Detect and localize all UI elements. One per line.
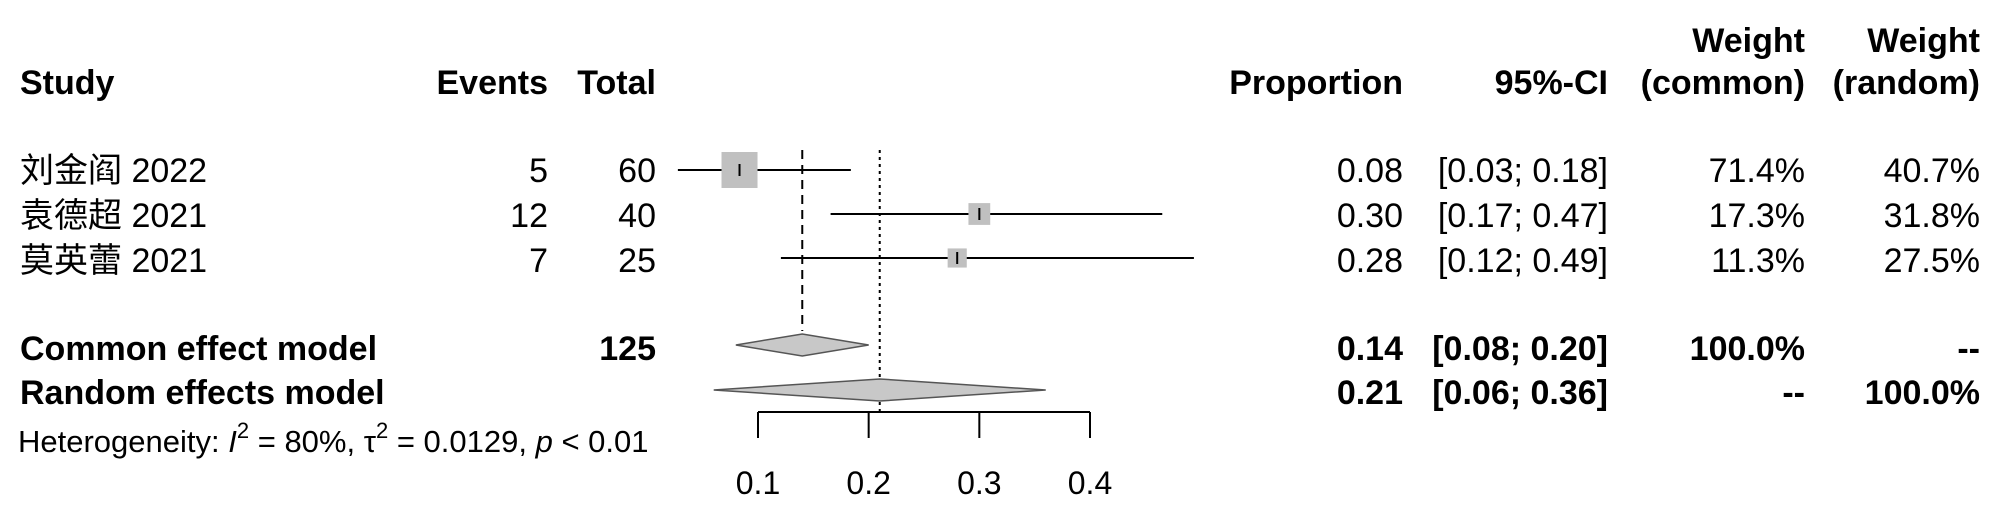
study-total: 40 <box>618 197 656 235</box>
i2-superscript: 2 <box>237 418 249 443</box>
study-total: 25 <box>618 242 656 280</box>
p-symbol: p <box>535 424 553 459</box>
study-proportion: 0.28 <box>1337 242 1403 280</box>
header-weight-common-1: Weight <box>1692 22 1805 60</box>
study-weight-random: 31.8% <box>1884 197 1980 235</box>
x-axis-tick-label: 0.1 <box>736 465 780 501</box>
study-ci: [0.17; 0.47] <box>1438 197 1608 235</box>
study-events: 7 <box>529 242 548 280</box>
model-proportion: 0.14 <box>1337 330 1403 368</box>
model-name: Random effects model <box>20 374 385 412</box>
x-axis-tick-label: 0.4 <box>1068 465 1112 501</box>
study-total: 60 <box>618 152 656 190</box>
header-weight-random-1: Weight <box>1867 22 1980 60</box>
study-name: 莫英蕾 2021 <box>20 242 207 280</box>
i2-symbol: I <box>228 424 237 459</box>
forest-marks: 0.1 0.2 0.3 0.4 <box>677 150 1194 501</box>
i2-value: = 80%, <box>249 424 364 459</box>
study-weight-common: 71.4% <box>1709 152 1805 190</box>
study-weight-random: 27.5% <box>1884 242 1980 280</box>
model-ci: [0.08; 0.20] <box>1432 330 1608 368</box>
study-weight-common: 11.3% <box>1711 242 1805 280</box>
tau-symbol: τ <box>364 424 376 459</box>
study-name: 袁德超 2021 <box>20 197 207 235</box>
model-ci: [0.06; 0.36] <box>1432 374 1608 412</box>
column-headers: Study Events Total Proportion 95%-CI Wei… <box>20 22 1980 102</box>
p-value: < 0.01 <box>553 424 649 459</box>
study-weight-common: 17.3% <box>1709 197 1805 235</box>
header-weight-random-2: (random) <box>1833 64 1980 102</box>
model-weight-random: 100.0% <box>1865 374 1980 412</box>
header-weight-common-2: (common) <box>1641 64 1805 102</box>
study-proportion: 0.08 <box>1337 152 1403 190</box>
random-effect-diamond <box>713 378 1046 402</box>
heterogeneity-text: Heterogeneity: I2 = 80%, τ2 = 0.0129, p … <box>18 418 649 459</box>
header-events: Events <box>437 64 549 102</box>
header-total: Total <box>577 64 656 102</box>
model-weight-common: -- <box>1782 374 1805 412</box>
model-name: Common effect model <box>20 330 377 368</box>
model-total: 125 <box>599 330 656 368</box>
study-proportion: 0.30 <box>1337 197 1403 235</box>
study-row: 莫英蕾 2021 7 25 0.28 [0.12; 0.49] 11.3% 27… <box>20 242 1980 280</box>
tau-value: = 0.0129, <box>388 424 535 459</box>
common-effect-diamond <box>735 333 869 357</box>
model-row-common: Common effect model 125 0.14 [0.08; 0.20… <box>20 330 1980 368</box>
study-events: 5 <box>529 152 548 190</box>
header-ci: 95%-CI <box>1495 64 1608 102</box>
model-proportion: 0.21 <box>1337 374 1403 412</box>
tau-superscript: 2 <box>376 418 388 443</box>
model-weight-common: 100.0% <box>1690 330 1805 368</box>
study-ci: [0.12; 0.49] <box>1438 242 1608 280</box>
x-axis-tick-label: 0.2 <box>846 465 890 501</box>
study-row: 袁德超 2021 12 40 0.30 [0.17; 0.47] 17.3% 3… <box>20 197 1980 235</box>
study-rows: 刘金阎 2022 5 60 0.08 [0.03; 0.18] 71.4% 40… <box>20 152 1980 280</box>
x-axis-tick-label: 0.3 <box>957 465 1001 501</box>
study-name: 刘金阎 2022 <box>20 152 207 190</box>
study-ci: [0.03; 0.18] <box>1438 152 1608 190</box>
header-study: Study <box>20 64 115 102</box>
study-weight-random: 40.7% <box>1884 152 1980 190</box>
study-row: 刘金阎 2022 5 60 0.08 [0.03; 0.18] 71.4% 40… <box>20 152 1980 190</box>
header-proportion: Proportion <box>1229 64 1403 102</box>
study-events: 12 <box>510 197 548 235</box>
model-rows: Common effect model 125 0.14 [0.08; 0.20… <box>20 330 1980 412</box>
model-weight-random: -- <box>1957 330 1980 368</box>
heterogeneity-prefix: Heterogeneity: <box>18 424 228 459</box>
model-row-random: Random effects model 0.21 [0.06; 0.36] -… <box>20 374 1980 412</box>
